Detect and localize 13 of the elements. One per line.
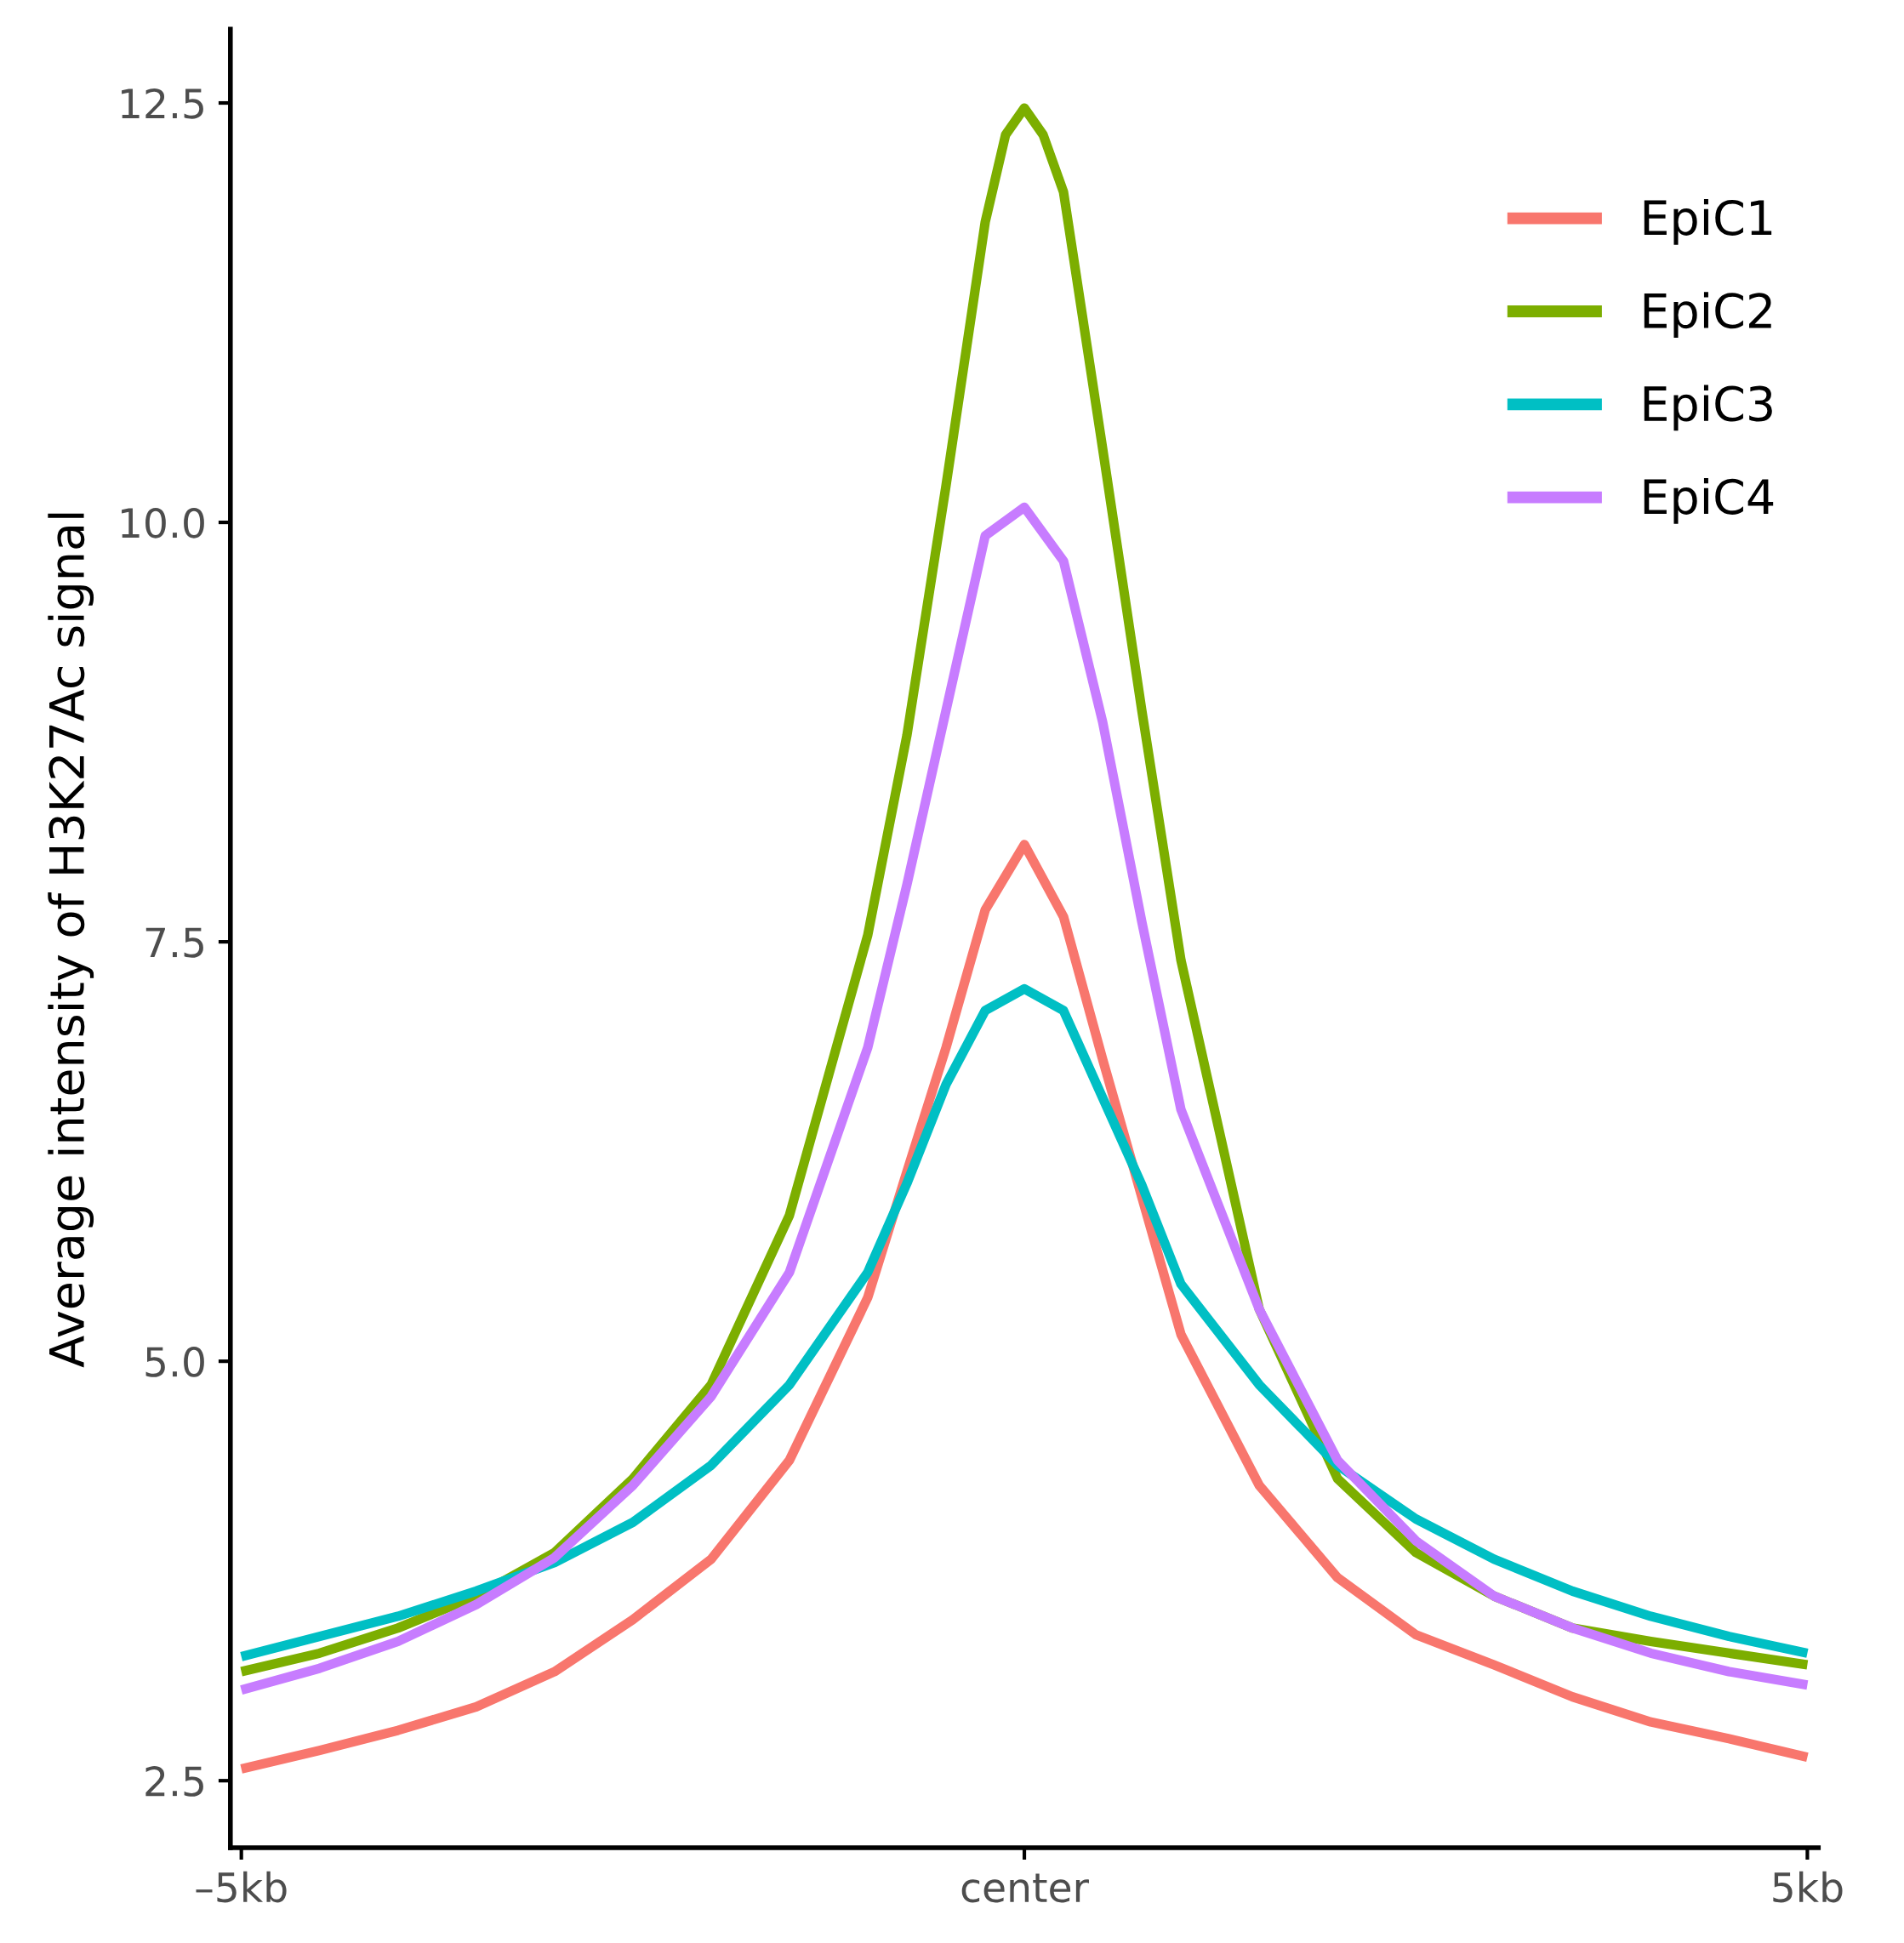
x-tick-label: 5kb (1773, 1871, 1843, 1903)
legend-label: EpiC3 (1644, 385, 1772, 431)
legend-label: EpiC2 (1644, 292, 1771, 338)
y-tick-label: 10.0 (122, 507, 204, 538)
y-axis-title: Average intensity of H3K27Ac signal (48, 513, 94, 1368)
x-tick-label: center (961, 1873, 1089, 1903)
legend-label: EpiC4 (1644, 477, 1774, 524)
x-tick-label: –5kb (196, 1871, 287, 1903)
y-tick-label: 7.5 (145, 927, 203, 958)
y-tick-label: 5.0 (145, 1347, 204, 1377)
y-tick-label: 12.5 (122, 88, 203, 119)
legend-label: EpiC1 (1644, 198, 1772, 245)
y-tick-label: 2.5 (145, 1766, 203, 1797)
